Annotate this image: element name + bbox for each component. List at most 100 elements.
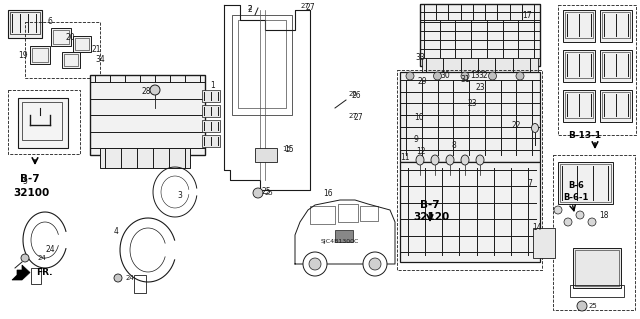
Bar: [602, 52, 630, 78]
Bar: [10, 12, 40, 34]
Bar: [134, 275, 146, 293]
Bar: [22, 102, 62, 140]
Text: 19: 19: [18, 50, 28, 60]
Bar: [553, 155, 635, 310]
Bar: [558, 5, 636, 135]
Bar: [73, 36, 91, 52]
Text: 17: 17: [522, 11, 532, 20]
Bar: [338, 204, 358, 222]
Bar: [62, 52, 80, 68]
Circle shape: [21, 254, 29, 262]
Bar: [75, 38, 89, 50]
Bar: [25, 22, 100, 78]
Ellipse shape: [531, 123, 538, 132]
Circle shape: [488, 72, 497, 80]
Bar: [600, 90, 632, 122]
Text: 28: 28: [142, 87, 152, 97]
Text: 26: 26: [351, 92, 360, 100]
Text: 10: 10: [414, 114, 424, 122]
Text: 6: 6: [47, 18, 52, 26]
Bar: [202, 120, 220, 132]
Polygon shape: [12, 265, 30, 280]
Text: 24: 24: [45, 246, 54, 255]
Text: 3: 3: [177, 190, 182, 199]
Bar: [558, 162, 613, 204]
Text: B-7: B-7: [20, 174, 40, 184]
Circle shape: [363, 252, 387, 276]
Text: 23: 23: [476, 84, 486, 93]
Bar: [202, 135, 220, 147]
Text: 20: 20: [65, 33, 75, 42]
Circle shape: [150, 85, 160, 95]
Text: B-13-1: B-13-1: [568, 131, 601, 140]
Text: 7: 7: [527, 180, 532, 189]
Circle shape: [516, 72, 524, 80]
Circle shape: [461, 72, 469, 80]
Text: 4: 4: [114, 227, 119, 236]
Ellipse shape: [416, 155, 424, 165]
Ellipse shape: [476, 155, 484, 165]
Bar: [565, 12, 593, 38]
Text: 13: 13: [470, 70, 479, 79]
Bar: [600, 10, 632, 42]
Bar: [202, 105, 220, 117]
Text: 32100: 32100: [13, 188, 49, 198]
Text: 25: 25: [589, 303, 598, 309]
Bar: [560, 164, 611, 202]
Bar: [573, 248, 621, 288]
Bar: [360, 206, 378, 221]
Circle shape: [576, 211, 584, 219]
Circle shape: [554, 206, 562, 214]
Text: 2: 2: [248, 5, 252, 11]
Bar: [310, 206, 335, 224]
Text: 27: 27: [301, 3, 310, 9]
Bar: [18, 98, 68, 148]
Circle shape: [577, 301, 587, 311]
Text: 24: 24: [38, 255, 47, 261]
Text: 25: 25: [262, 188, 271, 197]
Circle shape: [114, 274, 122, 282]
Bar: [8, 10, 42, 38]
Text: 27: 27: [354, 114, 364, 122]
Text: 12: 12: [416, 147, 426, 157]
Bar: [422, 58, 538, 74]
Text: B-6-1: B-6-1: [563, 193, 588, 202]
Bar: [53, 30, 69, 44]
Text: 31: 31: [460, 76, 470, 85]
Bar: [570, 285, 624, 297]
Bar: [420, 4, 540, 66]
Text: 23: 23: [468, 99, 477, 108]
Bar: [575, 250, 619, 286]
Bar: [238, 20, 286, 108]
Text: 1: 1: [210, 81, 215, 91]
Bar: [397, 70, 542, 270]
Bar: [202, 90, 220, 102]
Text: 30: 30: [440, 71, 450, 80]
Bar: [602, 92, 630, 118]
Bar: [232, 15, 292, 115]
Text: 15: 15: [284, 145, 294, 154]
Text: 8: 8: [452, 142, 457, 151]
Text: 15: 15: [282, 146, 291, 152]
Text: 26: 26: [349, 91, 358, 97]
Bar: [31, 268, 41, 284]
Bar: [400, 72, 540, 162]
Text: 18: 18: [599, 211, 609, 220]
Text: 5: 5: [22, 177, 27, 187]
Circle shape: [303, 252, 327, 276]
Bar: [563, 10, 595, 42]
Bar: [335, 230, 353, 242]
Text: 2: 2: [248, 5, 253, 14]
Bar: [32, 48, 48, 62]
Ellipse shape: [461, 155, 469, 165]
Text: 29: 29: [418, 77, 428, 85]
Text: 11: 11: [400, 152, 410, 161]
Circle shape: [253, 188, 263, 198]
Circle shape: [406, 72, 414, 80]
Text: 14: 14: [532, 222, 541, 232]
Bar: [602, 12, 630, 38]
Circle shape: [564, 218, 572, 226]
Circle shape: [309, 258, 321, 270]
Bar: [30, 46, 50, 64]
Bar: [565, 52, 593, 78]
